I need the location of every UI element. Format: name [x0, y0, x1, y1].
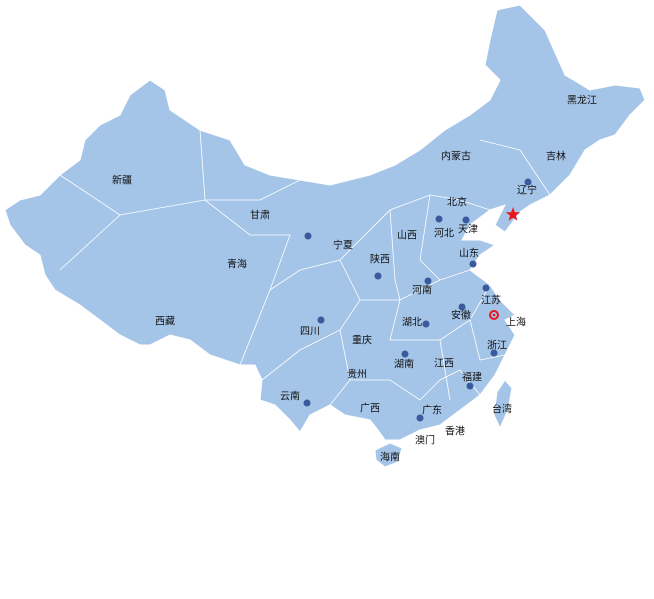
province-label: 广东 — [422, 404, 442, 417]
province-label: 贵州 — [347, 368, 367, 381]
province-label: 天津 — [458, 224, 478, 236]
province-label: 安徽 — [451, 309, 471, 322]
city-dot[interactable] — [401, 350, 409, 358]
province-label: 青海 — [227, 258, 247, 271]
land — [4, 4, 646, 468]
province-label: 香港 — [445, 426, 465, 438]
province-label: 江西 — [434, 358, 454, 370]
city-dot[interactable] — [462, 216, 470, 224]
city-dot[interactable] — [435, 215, 443, 223]
city-dot[interactable] — [458, 303, 466, 311]
highlight-markers — [489, 207, 521, 320]
target-circle-center — [492, 313, 496, 317]
province-label: 辽宁 — [517, 184, 537, 197]
province-label: 福建 — [462, 371, 482, 384]
province-label: 宁夏 — [333, 239, 353, 252]
province-label: 广西 — [360, 403, 380, 415]
city-dot[interactable] — [416, 414, 424, 422]
star-icon[interactable] — [505, 207, 521, 221]
city-dot[interactable] — [317, 316, 325, 324]
target-circle-icon[interactable] — [489, 310, 499, 320]
province-label: 四川 — [300, 327, 320, 338]
city-dot[interactable] — [422, 320, 430, 328]
province-label: 云南 — [280, 390, 300, 403]
province-label: 台湾 — [492, 403, 512, 416]
province-label: 上海 — [506, 316, 526, 329]
hainan-shape[interactable] — [374, 442, 403, 468]
province-label: 甘肃 — [250, 209, 270, 222]
province-label: 浙江 — [487, 340, 507, 352]
mainland-shape[interactable] — [4, 4, 646, 441]
province-label: 湖北 — [402, 317, 422, 329]
province-label: 内蒙古 — [441, 150, 471, 163]
city-dot[interactable] — [490, 349, 498, 357]
province-label: 新疆 — [112, 174, 132, 187]
city-dot[interactable] — [469, 260, 477, 268]
province-label: 山西 — [397, 230, 417, 242]
province-label: 重庆 — [352, 334, 372, 347]
province-label: 陕西 — [370, 253, 390, 266]
city-dot[interactable] — [304, 232, 312, 240]
province-label: 海南 — [380, 451, 400, 464]
city-dot[interactable] — [424, 277, 432, 285]
province-label: 西藏 — [155, 316, 175, 328]
province-label: 河南 — [412, 284, 432, 297]
city-dot[interactable] — [466, 382, 474, 390]
province-label: 澳门 — [415, 434, 435, 447]
province-label: 河北 — [434, 228, 454, 240]
taiwan-shape[interactable] — [493, 379, 513, 430]
province-label: 江苏 — [481, 294, 501, 307]
city-dot[interactable] — [303, 399, 311, 407]
city-dots — [303, 178, 532, 422]
city-dot[interactable] — [374, 272, 382, 280]
province-label: 黑龙江 — [567, 94, 597, 107]
city-dot[interactable] — [524, 178, 532, 186]
province-borders — [59, 129, 551, 406]
province-label: 北京 — [447, 196, 467, 209]
province-label: 湖南 — [394, 358, 414, 371]
city-dot[interactable] — [482, 284, 490, 292]
province-label: 山东 — [459, 247, 479, 260]
province-label: 吉林 — [546, 150, 566, 163]
